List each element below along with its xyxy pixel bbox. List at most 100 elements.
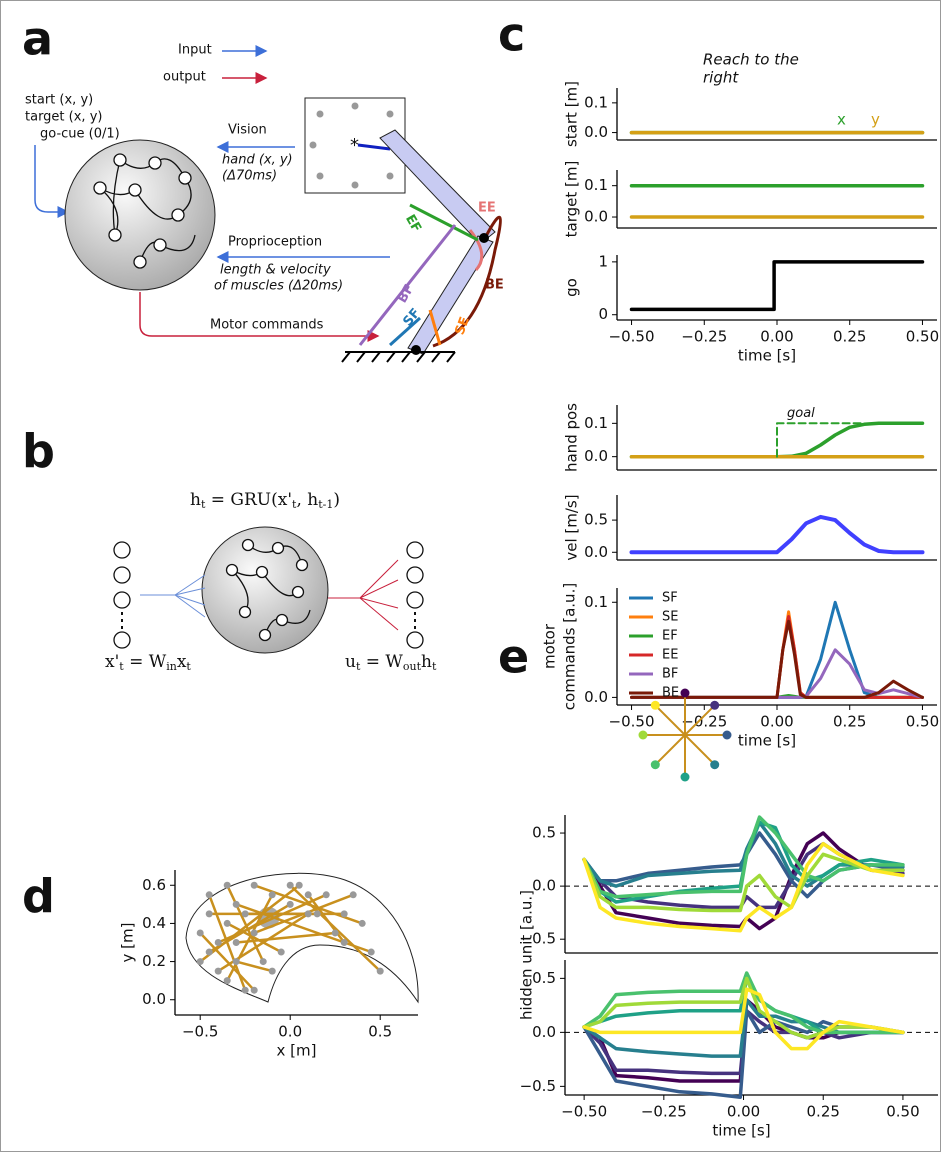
y-axis-label: go	[563, 278, 581, 297]
x-axis-label: x [m]	[277, 1042, 317, 1060]
eq-part: h	[421, 652, 432, 672]
eq-sub: t	[432, 660, 437, 673]
endpoint	[304, 891, 312, 899]
eq-sub: t	[292, 498, 297, 511]
endpoint	[250, 881, 258, 889]
eq-part: x'	[105, 652, 119, 672]
y-axis-label: motor	[541, 623, 559, 669]
arrow	[34, 145, 70, 218]
network	[64, 139, 216, 291]
endpoint	[349, 891, 357, 899]
legend-label: y	[871, 111, 880, 129]
endpoint	[241, 910, 249, 918]
series-group	[629, 514, 925, 555]
endpoint	[268, 967, 276, 975]
endpoint	[322, 891, 330, 899]
workspace-boundary	[185, 872, 419, 1004]
legend-label: SE	[662, 610, 678, 625]
star-arm	[654, 704, 686, 736]
eq-part: , h	[296, 490, 318, 510]
muscle-label: BF	[395, 282, 417, 306]
data-line	[582, 971, 905, 1035]
y-tick-label: 0.0	[584, 688, 608, 706]
muscle	[468, 229, 484, 272]
legend-output: output	[163, 70, 206, 85]
endpoint	[241, 986, 249, 994]
network-nodes	[93, 153, 196, 269]
y-tick-label: 0.0	[584, 447, 608, 465]
x-tick-label: 0.25	[807, 1103, 840, 1121]
data-line	[582, 1009, 905, 1076]
x-tick-label: −0.50	[609, 713, 655, 731]
endpoint	[250, 929, 258, 937]
eq-sub: t	[186, 660, 191, 673]
x-tick-label: −0.50	[609, 328, 655, 346]
muscle-label: EF	[402, 212, 424, 235]
endpoint	[313, 910, 321, 918]
data-line	[288, 884, 382, 973]
endpoint	[214, 939, 222, 946]
endpoint	[340, 910, 348, 918]
data-line	[234, 903, 373, 954]
y-tick-label: 0.0	[584, 208, 608, 226]
ellipsis	[121, 612, 416, 629]
star-arm	[684, 704, 716, 736]
forearm	[379, 129, 496, 245]
data-line	[225, 893, 274, 982]
y-tick-label: 0.0	[142, 990, 166, 1008]
x-tick-label: 0.00	[760, 328, 793, 346]
endpoint	[232, 958, 240, 966]
series-group	[582, 971, 905, 1099]
legend-input: Input	[178, 43, 212, 58]
endpoint	[376, 967, 384, 975]
data-line	[629, 514, 925, 555]
panel-label: e	[498, 630, 529, 684]
y-tick-label: −0.5	[520, 930, 556, 948]
endpoint	[232, 900, 240, 908]
y-tick-label: 0.2	[142, 952, 166, 970]
data-line	[234, 960, 274, 973]
endpoint	[286, 881, 294, 889]
star-arm	[684, 734, 716, 766]
eq-sub: t	[356, 660, 361, 673]
endpoint	[205, 891, 213, 899]
data-line	[776, 422, 866, 458]
eq-sub: in	[166, 660, 177, 673]
y-tick-label: 0.6	[142, 876, 166, 894]
x-tick-label: 0.50	[906, 328, 939, 346]
y-tick-label: 0.5	[532, 824, 556, 842]
x-axis-label: time [s]	[712, 1122, 770, 1140]
star-target	[710, 760, 720, 770]
eq-sub: out	[403, 660, 422, 673]
endpoint	[250, 986, 258, 994]
star-target	[680, 772, 690, 782]
y-tick-label: 0.5	[532, 969, 556, 987]
data-line	[630, 619, 924, 699]
y-axis-label: commands [a.u.]	[561, 583, 579, 710]
data-line	[582, 831, 905, 931]
y-axis-label: hidden unit [a.u.]	[518, 890, 536, 1020]
endpoint	[196, 958, 204, 966]
data-line	[582, 976, 905, 1040]
legend-label: x	[837, 111, 846, 129]
y-tick-label: 0.1	[584, 593, 608, 611]
x-tick-label: 0.50	[906, 713, 939, 731]
muscle-label: SE	[453, 315, 473, 337]
input-equation: x't = Winxt	[105, 652, 191, 674]
endpoint	[223, 977, 231, 985]
muscle-label: EE	[478, 201, 496, 216]
y-tick-label: −0.5	[520, 1077, 556, 1095]
data-line	[582, 815, 905, 899]
y-tick-label: 0.1	[584, 93, 608, 111]
star-target	[680, 688, 690, 698]
endpoint	[223, 881, 231, 889]
eq-part: )	[333, 490, 340, 510]
y-axis-label: y [m]	[119, 923, 137, 963]
eq-part: = GRU(x'	[205, 490, 292, 510]
endpoint	[196, 929, 204, 937]
joint	[411, 345, 421, 355]
x-axis-label: time [s]	[738, 732, 796, 750]
endpoint	[268, 891, 276, 899]
legend-label: EE	[662, 648, 678, 663]
data-line	[582, 841, 905, 933]
